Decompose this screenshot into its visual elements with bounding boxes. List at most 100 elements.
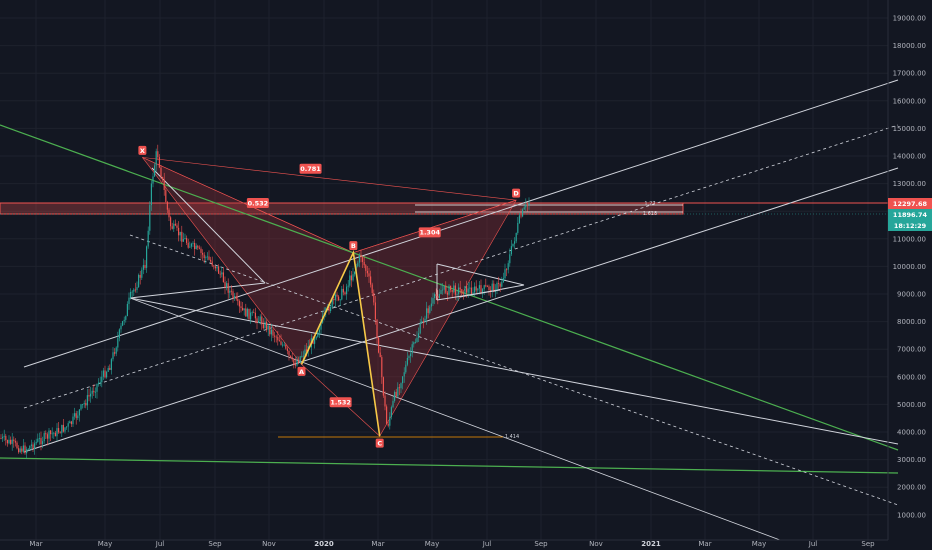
candle-body bbox=[179, 231, 181, 236]
candle-body bbox=[507, 263, 509, 270]
candle-body bbox=[296, 360, 298, 366]
candle-body bbox=[498, 283, 500, 284]
candle-body bbox=[8, 439, 10, 444]
candle-body bbox=[266, 321, 268, 330]
candle-body bbox=[285, 344, 287, 349]
y-tick-label: 15000.00 bbox=[893, 125, 926, 133]
drawings-front: X A B C D 0.781 0.532 1.304 1.532 1.27 1.618 1.414 bbox=[138, 145, 657, 448]
candle-body bbox=[197, 245, 199, 248]
candle-body bbox=[306, 349, 308, 352]
candle-body bbox=[171, 226, 173, 229]
ratio-tag bbox=[329, 397, 352, 408]
candle-body bbox=[278, 340, 280, 342]
candle-body bbox=[301, 356, 303, 357]
candle-body bbox=[230, 290, 232, 292]
candle-body bbox=[357, 262, 359, 267]
candle-body bbox=[136, 287, 138, 290]
candle-body bbox=[422, 321, 424, 322]
candle-body bbox=[485, 285, 487, 287]
candle-body bbox=[464, 286, 466, 295]
candle-body bbox=[336, 294, 338, 297]
candle-body bbox=[374, 302, 376, 320]
candle-body bbox=[198, 247, 200, 249]
candle-body bbox=[317, 332, 319, 337]
pattern-point-tag bbox=[297, 366, 306, 376]
candle-body bbox=[344, 292, 346, 295]
candle-body bbox=[405, 364, 407, 373]
candle-body bbox=[74, 413, 76, 417]
y-tick-label: 4000.00 bbox=[897, 429, 926, 437]
candle-body bbox=[283, 344, 285, 346]
candle-body bbox=[69, 421, 71, 424]
candle-body bbox=[120, 325, 122, 330]
trendline-dashed bbox=[129, 234, 899, 506]
candle-body bbox=[440, 290, 442, 295]
candle-body bbox=[232, 291, 234, 299]
candle-body bbox=[462, 293, 464, 295]
pattern-leg-abc bbox=[300, 249, 381, 437]
candle-body bbox=[280, 341, 282, 345]
candle-body bbox=[235, 296, 237, 300]
candle-body bbox=[110, 359, 112, 370]
candle-body bbox=[66, 426, 68, 428]
candle-body bbox=[224, 282, 226, 288]
candle-body bbox=[190, 243, 192, 247]
last-price-text: 11896.74 bbox=[893, 211, 928, 219]
candle-body bbox=[162, 176, 164, 180]
candle-body bbox=[155, 151, 157, 166]
candle-body bbox=[450, 285, 452, 291]
candle-body bbox=[75, 413, 77, 419]
candle-body bbox=[458, 287, 460, 295]
candle-body bbox=[182, 239, 184, 242]
candle-body bbox=[222, 272, 224, 283]
candle-body bbox=[149, 205, 151, 231]
candle-body bbox=[299, 356, 301, 363]
candle-body bbox=[109, 367, 111, 370]
pattern-point-tag bbox=[349, 241, 358, 251]
candle-body bbox=[477, 288, 479, 291]
candle-body bbox=[504, 269, 506, 279]
candle-body bbox=[174, 223, 176, 226]
candle-body bbox=[242, 307, 244, 311]
candle-body bbox=[448, 285, 450, 295]
x-tick-label: Sep bbox=[208, 540, 222, 548]
candle-body bbox=[30, 444, 32, 446]
candle-body bbox=[206, 256, 208, 258]
candle-body bbox=[189, 246, 191, 248]
candle-body bbox=[62, 424, 64, 432]
pattern-line-bd bbox=[353, 199, 517, 253]
candle-body bbox=[288, 350, 290, 356]
price-axis[interactable]: 19000.00 18000.00 17000.00 16000.00 15000.00… bbox=[887, 0, 926, 540]
candle-body bbox=[24, 445, 26, 454]
candle-body bbox=[349, 275, 351, 286]
candle-body bbox=[398, 387, 400, 389]
candle-body bbox=[341, 288, 343, 300]
candle-body bbox=[493, 283, 495, 293]
candle-body bbox=[50, 430, 52, 435]
candle-body bbox=[486, 286, 488, 288]
candle-body bbox=[253, 312, 255, 314]
candle-body bbox=[178, 227, 180, 236]
candle-body bbox=[134, 289, 136, 291]
level-price-text: 12297.68 bbox=[893, 200, 928, 208]
candle-body bbox=[475, 286, 477, 291]
candle-body bbox=[43, 433, 45, 442]
candle-body bbox=[354, 271, 356, 275]
candle-body bbox=[173, 223, 175, 229]
x-tick-label: 2020 bbox=[314, 540, 334, 548]
candle-body bbox=[98, 382, 100, 384]
candle-body bbox=[122, 321, 124, 326]
time-axis[interactable]: Mar May Jul Sep Nov 2020 Mar May Jul Sep Nov 2021 Ma… bbox=[0, 539, 888, 548]
candle-body bbox=[53, 432, 55, 434]
y-tick-label: 17000.00 bbox=[893, 70, 926, 78]
candle-body bbox=[483, 285, 485, 290]
candle-body bbox=[125, 316, 127, 320]
candle-body bbox=[373, 292, 375, 303]
pattern-point-label: B bbox=[351, 242, 356, 250]
last-price-tag bbox=[888, 209, 932, 220]
y-tick-label: 14000.00 bbox=[893, 153, 926, 161]
candle-body bbox=[194, 242, 196, 250]
